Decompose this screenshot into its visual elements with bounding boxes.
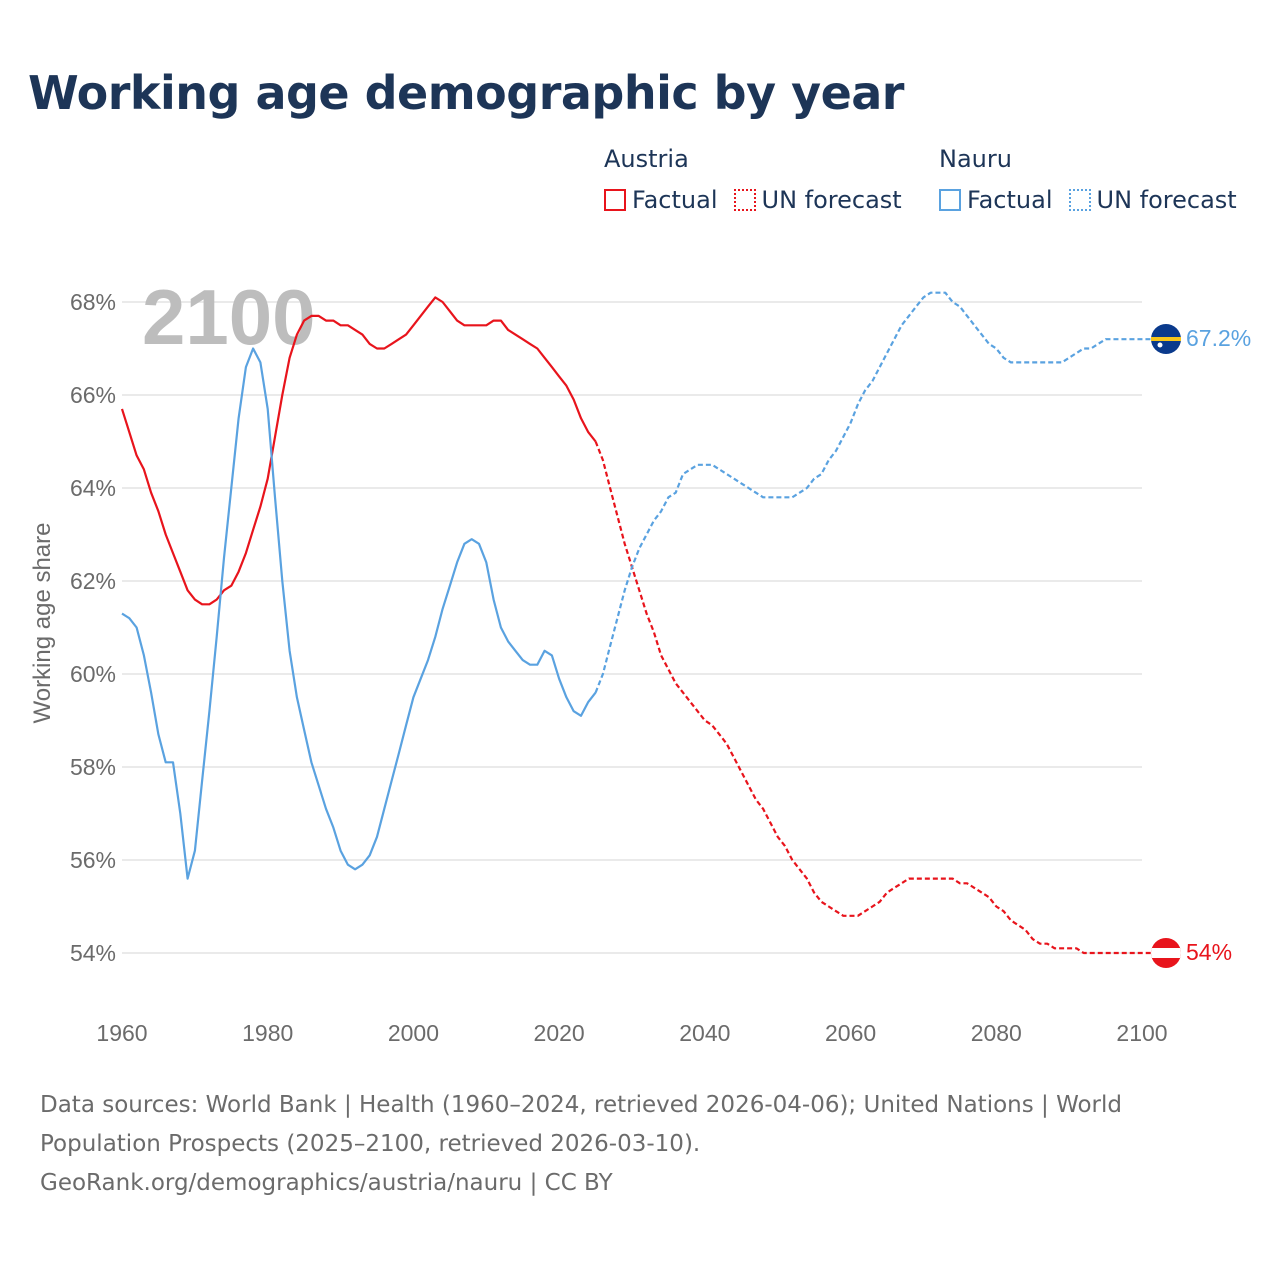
legend-item-austria-forecast[interactable]: UN forecast	[733, 186, 902, 214]
legend-group-nauru[interactable]: Nauru Factual UN forecast	[939, 144, 1237, 214]
y-tick-label: 64%	[70, 475, 116, 501]
y-tick-label: 58%	[70, 754, 116, 780]
y-tick-label: 66%	[70, 382, 116, 408]
legend-swatch-dotted-icon	[1068, 189, 1091, 211]
year-watermark: 2100	[142, 273, 316, 361]
footer-line: Population Prospects (2025–2100, retriev…	[40, 1131, 701, 1157]
legend-label: Factual	[632, 186, 718, 214]
legend-item-nauru-factual[interactable]: Factual	[939, 186, 1053, 214]
footer-link[interactable]: GeoRank.org/demographics/austria/nauru |…	[40, 1170, 613, 1196]
x-tick-label: 2100	[1116, 1020, 1167, 1046]
legend-item-nauru-forecast[interactable]: UN forecast	[1068, 186, 1237, 214]
series-line-austria-forecast[interactable]	[594, 441, 1164, 955]
y-tick-label: 56%	[70, 847, 116, 873]
legend-group-austria[interactable]: Austria Factual UN forecast	[604, 144, 902, 214]
legend-swatch-dotted-icon	[733, 189, 756, 211]
y-axis-title: Working age share	[29, 523, 56, 724]
footer-sources: Data sources: World Bank | Health (1960–…	[40, 1086, 1240, 1203]
legend-label: UN forecast	[761, 186, 902, 214]
y-tick-label: 68%	[70, 289, 116, 315]
x-tick-label: 2040	[679, 1020, 730, 1046]
legend-swatch-solid-icon	[604, 189, 626, 211]
series-line-austria-factual[interactable]	[120, 296, 597, 606]
legend-label: UN forecast	[1096, 186, 1237, 214]
y-tick-label: 60%	[70, 661, 116, 687]
x-tick-label: 2000	[388, 1020, 439, 1046]
nauru-end-label: 67.2%	[1186, 325, 1251, 351]
x-tick-label: 1960	[96, 1020, 147, 1046]
legend-label: Factual	[967, 186, 1053, 214]
x-tick-label: 1980	[242, 1020, 293, 1046]
y-tick-label: 54%	[70, 940, 116, 966]
x-tick-label: 2060	[825, 1020, 876, 1046]
footer-line: Data sources: World Bank | Health (1960–…	[40, 1092, 1122, 1118]
series-line-nauru-forecast[interactable]	[594, 291, 1164, 694]
y-tick-label: 62%	[70, 568, 116, 594]
legend-group-name: Nauru	[939, 145, 1012, 173]
x-axis: 1960 1980 2000 2020 2040 2060 2080 2100	[96, 1020, 1167, 1046]
austria-flag-icon	[1151, 938, 1181, 968]
page-title: Working age demographic by year	[28, 66, 905, 120]
line-chart: 2100 54% 56% 58% 60% 62% 64% 66% 68% 1960 1980 20…	[29, 273, 1251, 1046]
nauru-flag-icon	[1151, 324, 1181, 354]
x-tick-label: 2020	[534, 1020, 585, 1046]
legend-item-austria-factual[interactable]: Factual	[604, 186, 718, 214]
series-line-nauru-factual[interactable]	[121, 347, 597, 880]
legend-group-name: Austria	[604, 145, 689, 173]
x-tick-label: 2080	[971, 1020, 1022, 1046]
austria-end-label: 54%	[1186, 939, 1232, 965]
y-axis: 54% 56% 58% 60% 62% 64% 66% 68%	[70, 289, 116, 966]
grid	[122, 301, 1142, 954]
series-layer	[120, 291, 1164, 955]
legend-swatch-solid-icon	[939, 189, 961, 211]
